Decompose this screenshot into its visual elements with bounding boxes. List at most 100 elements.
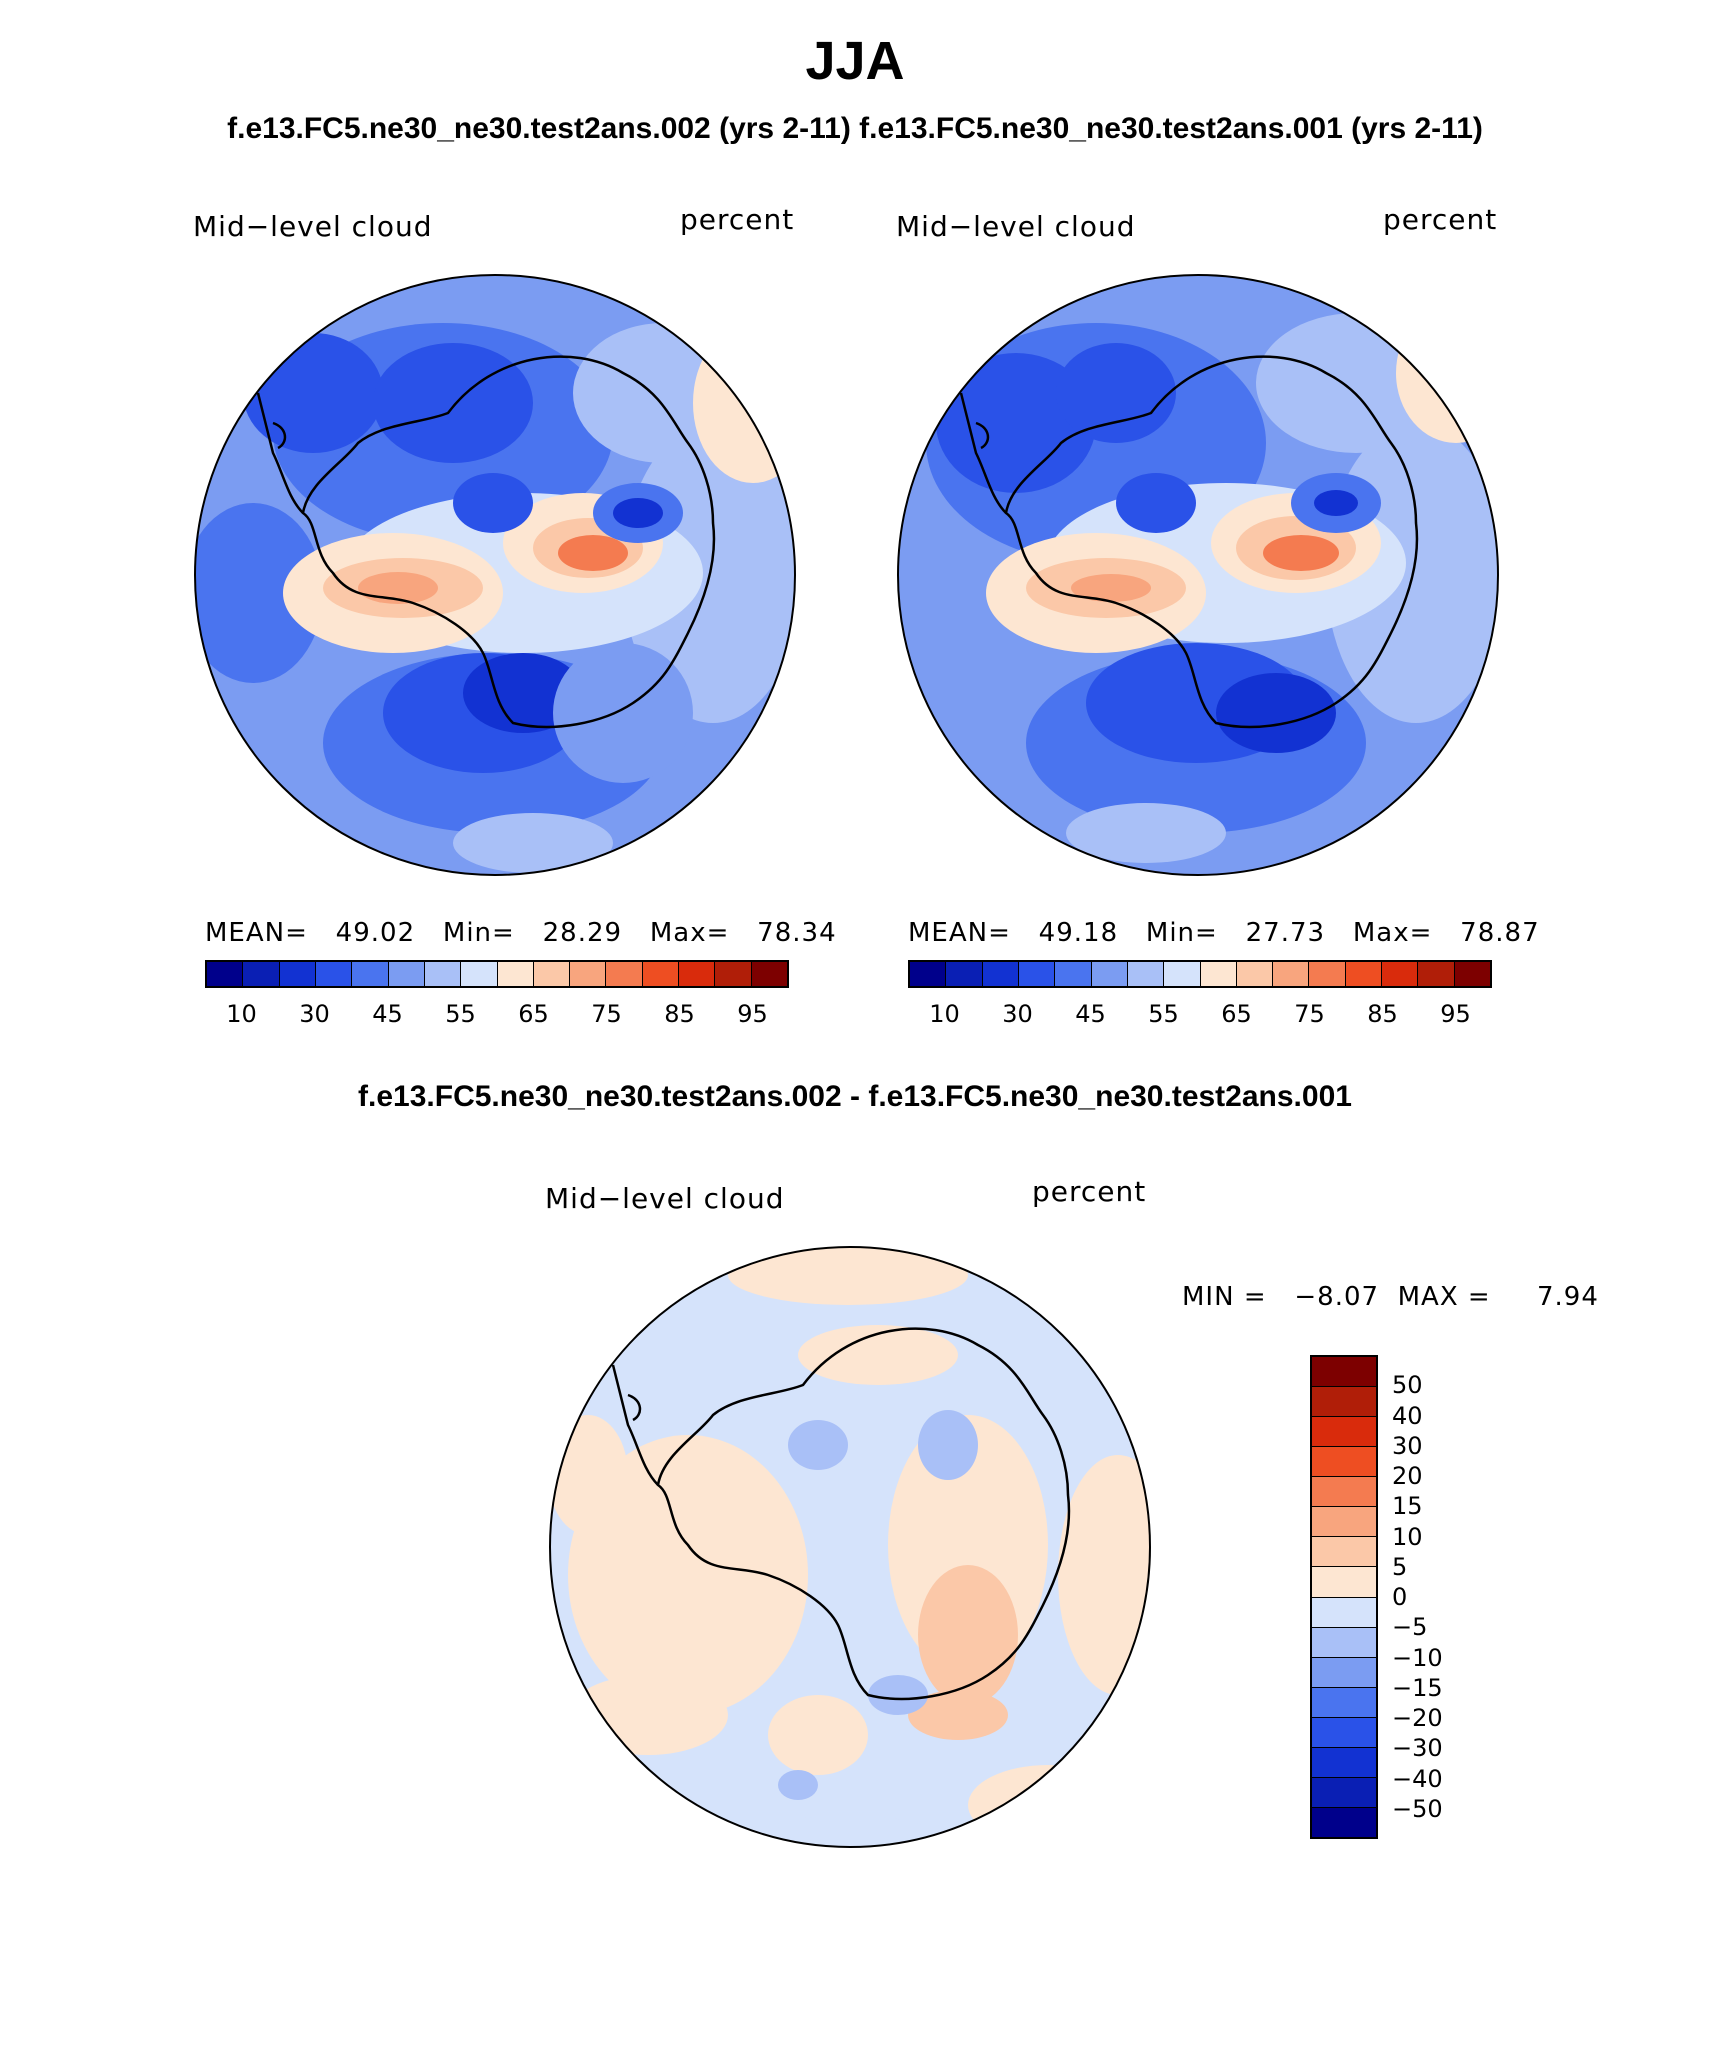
colorbar-tick-label: 15 — [1392, 1492, 1423, 1521]
colorbar-swatch — [243, 962, 280, 986]
colorbar-swatch — [570, 962, 607, 986]
colorbar-tick-label: 5 — [1392, 1552, 1408, 1581]
colorbar-swatch — [1312, 1777, 1376, 1808]
cases-subtitle: f.e13.FC5.ne30_ne30.test2ans.002 (yrs 2-… — [227, 112, 1483, 145]
colorbar-swatch — [424, 962, 462, 986]
colorbar-swatch — [1345, 962, 1383, 986]
colorbar-swatch — [1236, 962, 1274, 986]
colorbar-tick-label: −15 — [1392, 1673, 1443, 1702]
colorbar-swatch — [461, 962, 498, 986]
colorbar-swatch — [1200, 962, 1237, 986]
colorbar-swatch — [1312, 1717, 1376, 1748]
colorbar-swatch — [982, 962, 1019, 986]
colorbar-swatch — [1312, 1417, 1376, 1448]
colorbar-swatch — [679, 962, 716, 986]
page-title: JJA — [805, 31, 905, 91]
colorbar-swatch — [388, 962, 425, 986]
colorbar-swatch — [1312, 1357, 1376, 1388]
colorbar-tick-label: 65 — [1221, 1000, 1252, 1028]
colorbar-tick-label: 75 — [591, 1000, 622, 1028]
panel1-colorbar-ticks: 10 30 45 55 65 75 85 95 — [205, 1000, 789, 1030]
colorbar-tick-label: −50 — [1392, 1794, 1443, 1823]
colorbar-swatch — [497, 962, 534, 986]
panel1-stats: MEAN= 49.02 Min= 28.29 Max= 78.34 — [205, 918, 837, 948]
colorbar-swatch — [352, 962, 389, 986]
colorbar-swatch — [1018, 962, 1056, 986]
colorbar-tick-label: −30 — [1392, 1734, 1443, 1763]
panel2-stats: MEAN= 49.18 Min= 27.73 Max= 78.87 — [908, 918, 1540, 948]
colorbar-swatch — [946, 962, 983, 986]
colorbar-swatch — [751, 962, 787, 986]
colorbar-tick-label: 50 — [1392, 1371, 1423, 1400]
colorbar-swatch — [715, 962, 752, 986]
colorbar-tick-label: 10 — [226, 1000, 257, 1028]
colorbar-tick-label: −20 — [1392, 1704, 1443, 1732]
panel2-variable-label: Mid−level cloud — [896, 210, 1136, 243]
colorbar-tick-label: 95 — [737, 1000, 768, 1028]
colorbar-swatch — [1382, 962, 1419, 986]
diff-minmax: MIN = −8.07 MAX = 7.94 — [1182, 1282, 1599, 1312]
panel2-units-label: percent — [1383, 203, 1498, 236]
colorbar-swatch — [279, 962, 316, 986]
panel1-fill — [195, 275, 795, 875]
colorbar-swatch — [1127, 962, 1165, 986]
colorbar-swatch — [1312, 1447, 1376, 1478]
colorbar-swatch — [1312, 1657, 1376, 1688]
colorbar-tick-label: 30 — [1002, 1000, 1033, 1028]
diff-colorbar — [1310, 1355, 1378, 1839]
panel2-map — [897, 274, 1499, 876]
colorbar-swatch — [1312, 1597, 1376, 1628]
colorbar-tick-label: 40 — [1392, 1401, 1423, 1430]
colorbar-tick-label: 85 — [1367, 1000, 1398, 1028]
diff-antarctica-coastline — [611, 1327, 1071, 1701]
difference-title: f.e13.FC5.ne30_ne30.test2ans.002 - f.e13… — [358, 1080, 1352, 1113]
colorbar-swatch — [1312, 1747, 1376, 1778]
colorbar-swatch — [910, 962, 947, 986]
panel2-colorbar-ticks: 10 30 45 55 65 75 85 95 — [908, 1000, 1492, 1030]
panel1-map — [194, 274, 796, 876]
colorbar-swatch — [1312, 1807, 1376, 1837]
colorbar-tick-label: 30 — [299, 1000, 330, 1028]
diff-units-label: percent — [1032, 1175, 1147, 1208]
colorbar-swatch — [1312, 1507, 1376, 1538]
colorbar-tick-label: 45 — [1075, 1000, 1106, 1028]
colorbar-swatch — [1091, 962, 1128, 986]
colorbar-swatch — [1418, 962, 1455, 986]
colorbar-swatch — [1164, 962, 1201, 986]
colorbar-tick-label: −5 — [1392, 1613, 1428, 1642]
diff-map — [549, 1246, 1151, 1848]
colorbar-tick-label: 65 — [518, 1000, 549, 1028]
colorbar-tick-label: 0 — [1392, 1583, 1408, 1611]
colorbar-swatch — [1312, 1387, 1376, 1418]
colorbar-tick-label: 45 — [372, 1000, 403, 1028]
colorbar-swatch — [1055, 962, 1092, 986]
colorbar-tick-label: −40 — [1392, 1764, 1443, 1793]
colorbar-tick-label: 85 — [664, 1000, 695, 1028]
panel2-fill — [898, 275, 1498, 875]
colorbar-swatch — [1312, 1627, 1376, 1658]
colorbar-swatch — [1309, 962, 1346, 986]
panel1-antarctica-coastline — [256, 355, 716, 729]
colorbar-tick-label: 10 — [1392, 1522, 1423, 1551]
colorbar-swatch — [533, 962, 571, 986]
colorbar-swatch — [1312, 1537, 1376, 1568]
panel1-variable-label: Mid−level cloud — [193, 210, 433, 243]
colorbar-swatch — [606, 962, 643, 986]
colorbar-swatch — [1312, 1567, 1376, 1598]
colorbar-tick-label: 30 — [1392, 1431, 1423, 1460]
colorbar-tick-label: 55 — [445, 1000, 476, 1028]
panel1-colorbar — [205, 960, 789, 988]
colorbar-swatch — [642, 962, 680, 986]
colorbar-tick-label: 95 — [1440, 1000, 1471, 1028]
colorbar-swatch — [1273, 962, 1310, 986]
panel2-colorbar — [908, 960, 1492, 988]
colorbar-tick-label: −10 — [1392, 1643, 1443, 1672]
colorbar-tick-label: 10 — [929, 1000, 960, 1028]
colorbar-swatch — [1454, 962, 1490, 986]
diff-variable-label: Mid−level cloud — [545, 1182, 785, 1215]
colorbar-tick-label: 75 — [1294, 1000, 1325, 1028]
panel2-antarctica-coastline — [959, 355, 1419, 729]
colorbar-tick-label: 55 — [1148, 1000, 1179, 1028]
panel1-units-label: percent — [680, 203, 795, 236]
colorbar-swatch — [1312, 1687, 1376, 1718]
